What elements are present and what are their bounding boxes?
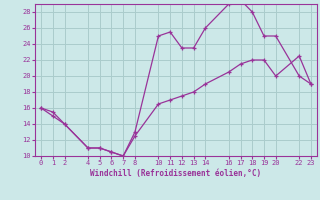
X-axis label: Windchill (Refroidissement éolien,°C): Windchill (Refroidissement éolien,°C) — [91, 169, 261, 178]
